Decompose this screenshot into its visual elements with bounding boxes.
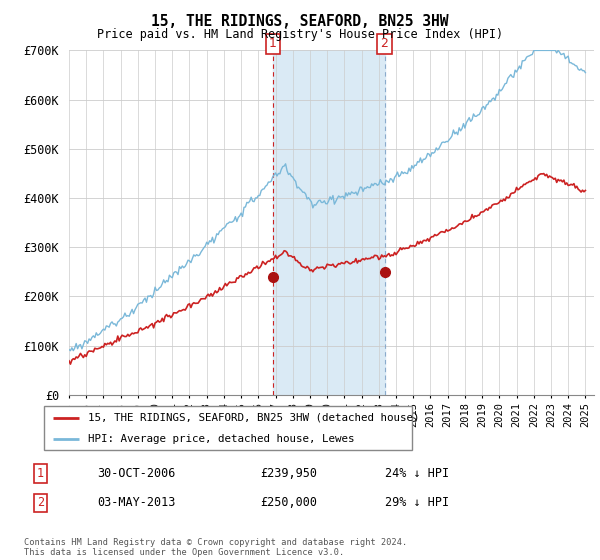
Bar <box>272 50 385 395</box>
Text: HPI: Average price, detached house, Lewes: HPI: Average price, detached house, Lewe… <box>89 435 355 444</box>
Text: £250,000: £250,000 <box>260 497 317 510</box>
Text: 29% ↓ HPI: 29% ↓ HPI <box>385 497 449 510</box>
Text: 15, THE RIDINGS, SEAFORD, BN25 3HW (detached house): 15, THE RIDINGS, SEAFORD, BN25 3HW (deta… <box>89 413 420 423</box>
Text: 1: 1 <box>269 38 277 50</box>
Text: Price paid vs. HM Land Registry's House Price Index (HPI): Price paid vs. HM Land Registry's House … <box>97 28 503 41</box>
Text: 30-OCT-2006: 30-OCT-2006 <box>97 467 175 480</box>
Text: 24% ↓ HPI: 24% ↓ HPI <box>385 467 449 480</box>
Text: 2: 2 <box>380 38 388 50</box>
FancyBboxPatch shape <box>44 406 412 450</box>
Text: 15, THE RIDINGS, SEAFORD, BN25 3HW: 15, THE RIDINGS, SEAFORD, BN25 3HW <box>151 14 449 29</box>
Text: 1: 1 <box>37 467 44 480</box>
Text: £239,950: £239,950 <box>260 467 317 480</box>
Text: Contains HM Land Registry data © Crown copyright and database right 2024.
This d: Contains HM Land Registry data © Crown c… <box>24 538 407 557</box>
Text: 2: 2 <box>37 497 44 510</box>
Text: 03-MAY-2013: 03-MAY-2013 <box>97 497 175 510</box>
